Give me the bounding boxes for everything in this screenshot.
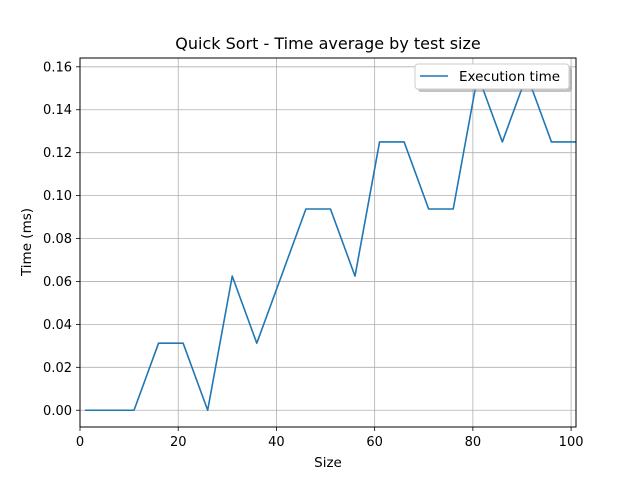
x-axis-label: Size xyxy=(314,455,342,471)
x-tick-label: 0 xyxy=(76,435,84,450)
y-tick-label: 0.08 xyxy=(43,232,72,247)
y-tick-label: 0.04 xyxy=(43,318,72,333)
series-layer xyxy=(84,74,576,412)
y-axis-label: Time (ms) xyxy=(19,208,35,277)
x-tick-label: 40 xyxy=(268,435,285,450)
legend: Execution time xyxy=(414,63,572,92)
legend-box xyxy=(414,63,570,90)
y-tick-label: 0.12 xyxy=(43,146,72,161)
y-tick-label: 0.16 xyxy=(43,60,72,75)
x-tick-label: 20 xyxy=(170,435,187,450)
y-tick-label: 0.10 xyxy=(43,189,72,204)
y-tick-label: 0.06 xyxy=(43,275,72,290)
y-tick-label: 0.00 xyxy=(43,404,72,419)
grid xyxy=(79,58,576,427)
series-line-0 xyxy=(84,74,576,412)
y-tick-label: 0.14 xyxy=(43,103,72,118)
ticks: 0 20 40 60 80 100 0.00 0.02 0.04 0.06 0.08 0.10 0.12… xyxy=(43,60,583,450)
y-tick-label: 0.02 xyxy=(43,361,72,376)
x-tick-label: 100 xyxy=(559,435,584,450)
legend-label: Execution time xyxy=(459,69,560,85)
x-tick-label: 80 xyxy=(465,435,482,450)
x-tick-label: 60 xyxy=(366,435,383,450)
chart-title: Quick Sort - Time average by test size xyxy=(175,34,480,53)
plot-frame xyxy=(79,57,577,428)
